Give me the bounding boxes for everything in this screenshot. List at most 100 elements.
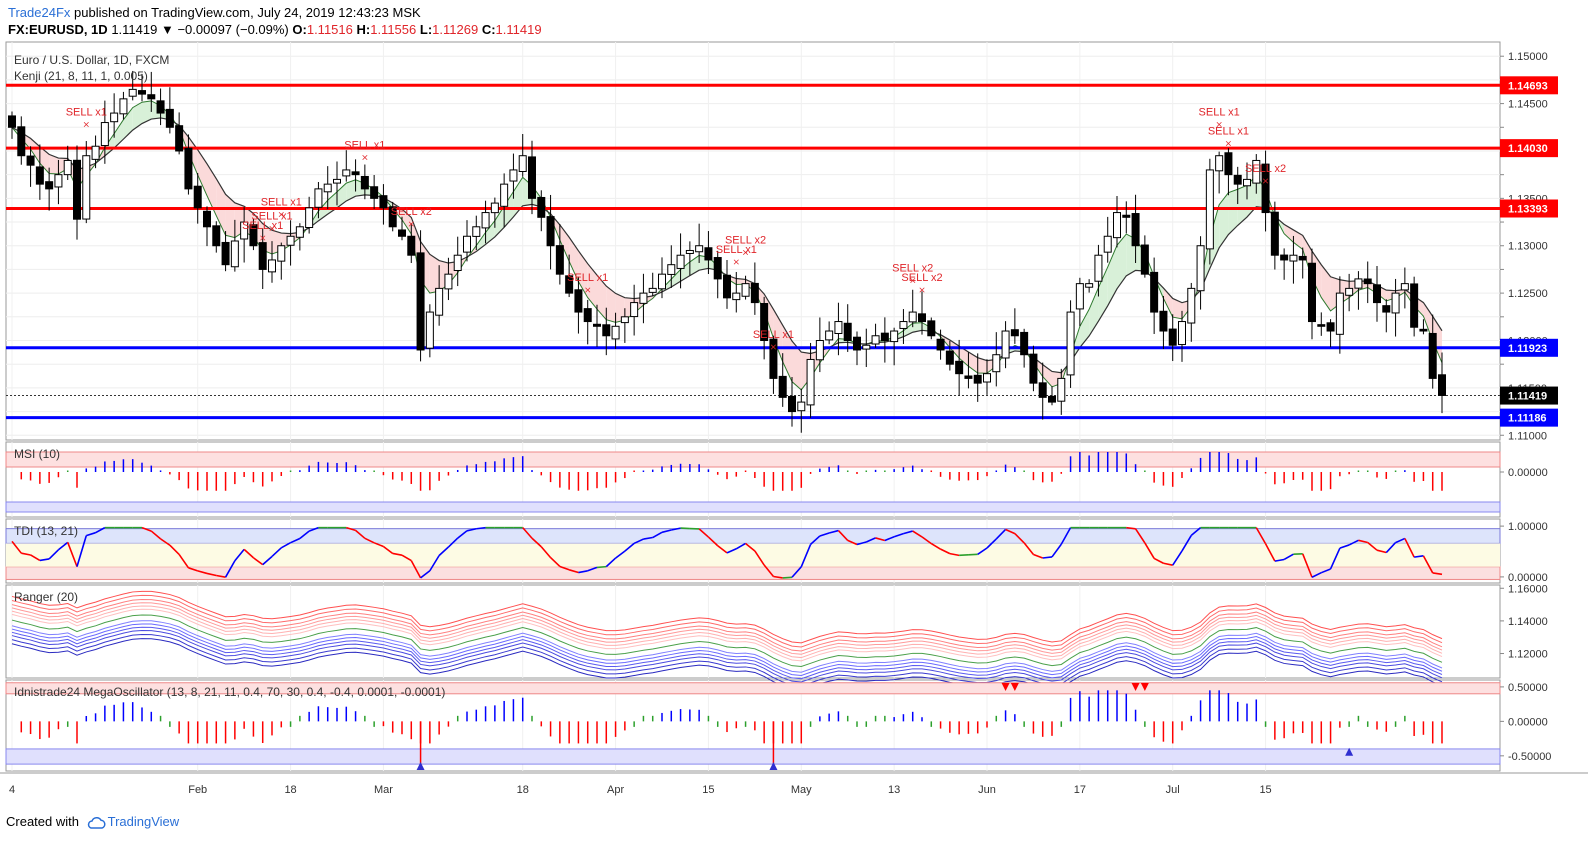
kenji-cloud-segment [104,133,115,156]
candle-body [490,202,499,214]
tdi-line-segment [382,545,394,555]
candle-body [871,335,880,345]
kenji-cloud-segment [142,100,152,124]
tdi-line-segment [633,538,644,545]
tdi-line-segment [540,546,552,559]
tdi-line-segment [531,537,542,548]
candle-body [1410,283,1419,328]
sell-signal-marker: ⨯ [733,257,741,267]
candle-body [1261,163,1270,214]
tdi-line-segment [605,557,617,568]
sell-signal-label: SELL x1 [344,140,385,152]
kenji-cloud-segment [346,179,356,201]
tdi-line-segment [30,554,41,562]
candle-body [1020,331,1029,356]
tdi-line-segment [66,542,78,567]
tdi-line-segment [1181,534,1192,552]
tdi-line-segment [410,560,422,579]
publisher-link[interactable]: Trade24Fx [8,5,71,20]
msi-upper-band [5,451,1501,468]
candle-body [453,254,462,271]
sell-signal-label: SELL x1 [753,329,794,341]
tdi-line-segment [578,570,588,574]
candle-body [825,330,834,341]
sell-signal-marker: ⨯ [1262,176,1270,186]
candle-body [184,147,193,190]
tdi-line-segment [364,537,375,544]
ranger-lower-line [11,620,1443,673]
mega-buy-marker [769,762,778,770]
mega-pane-frame [5,679,1501,772]
candle-body [862,344,871,350]
tdi-line-segment [754,550,765,566]
mega-title: Idnistrade24 MegaOscillator (13, 8, 21, … [14,685,445,699]
sell-signal-label: SELL x1 [1208,125,1249,137]
candle-body [880,332,889,341]
tdi-line-segment [447,537,459,548]
footer: Created with TradingView [6,814,179,829]
candle-body [1373,284,1381,304]
candle-body [843,322,852,342]
price-chart-title: Euro / U.S. Dollar, 1D, FXCM [14,53,169,67]
candle-body [8,115,16,128]
tdi-line-segment [959,553,969,557]
tdi-line-segment [234,548,245,562]
ranger-lower-line [11,629,1443,683]
tdi-line-segment [39,558,50,562]
kenji-cloud-segment [1163,288,1173,318]
sell-signal-marker: ⨯ [770,342,778,352]
candle-body [398,229,406,237]
tdi-line-segment [392,552,403,556]
ranger-upper-line [11,594,1443,648]
candle-body [713,257,722,280]
candle-body [1196,245,1205,292]
candle-body [853,336,861,351]
candle-body [73,159,81,220]
ranger-tick-label: 1.14000 [1508,616,1548,628]
mega-sell-marker [1140,683,1149,691]
candle-body [435,287,444,316]
candle-body [1075,283,1084,310]
sell-signal-label: SELL x2 [892,263,933,275]
candle-body [91,145,100,160]
candle-body [537,196,546,218]
sell-signal-marker: ⨯ [361,153,369,163]
kenji-indicator-title: Kenji (21, 8, 11, 1, 0.005) [14,69,148,83]
sell-signal-label: SELL x1 [716,244,757,256]
candle-body [1113,212,1121,239]
tdi-line-segment [1190,527,1202,537]
sell-signal-marker: ⨯ [408,219,416,229]
candle-body [1243,178,1251,187]
tdi-line-segment [141,526,152,532]
candle-body [268,259,276,273]
tdi-line-segment [930,542,941,550]
ranger-lower-line [11,623,1443,677]
candle-body [1010,329,1019,337]
candle-body [630,302,639,318]
candles [8,70,1446,433]
candle-body [1057,377,1066,402]
mega-tick-label: 0.00000 [1508,716,1548,728]
sell-signal-marker: ⨯ [909,276,917,286]
candle-body [1252,159,1261,184]
tdi-line-segment [76,535,88,567]
candle-body [230,240,239,268]
candle-body [1345,287,1354,296]
tradingview-link[interactable]: TradingView [107,814,180,829]
kenji-cloud-segment [1321,264,1331,311]
ranger-pane-frame [5,584,1501,679]
sell-signal-marker: ⨯ [584,285,592,295]
close-label: C: [481,22,496,37]
tdi-line-segment [1134,528,1146,544]
candle-body [1001,330,1010,359]
tdi-line-segment [1320,568,1331,574]
tdi-line-segment [95,526,106,534]
tdi-line-segment [912,530,923,538]
tdi-line-segment [1395,537,1406,544]
candle-body [1308,262,1316,323]
sell-signal-label: SELL x2 [1245,163,1286,175]
time-tick-label: 17 [1074,784,1086,796]
kenji-cloud-segment [559,224,570,262]
sell-signal-label: SELL x1 [66,106,107,118]
